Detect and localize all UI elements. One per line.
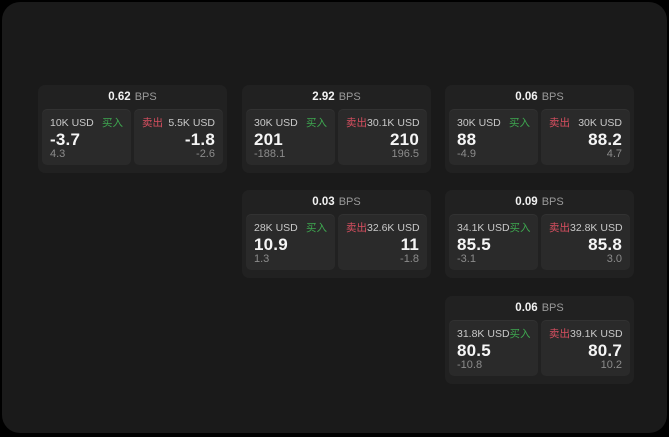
buy-side-tag: 买入: [509, 117, 530, 129]
bps-value: 0.06: [515, 302, 538, 314]
sell-panel[interactable]: 卖出 32.8K USD 85.8 3.0: [541, 214, 630, 270]
bps-unit-label: BPS: [541, 91, 564, 103]
quote-panels: 10K USD 买入 -3.7 4.3 卖出 5.5K USD -1.8 -2.…: [38, 109, 227, 169]
quote-panels: 30K USD 买入 88 -4.9 卖出 30K USD 88.2 4.7: [445, 109, 634, 169]
sell-size-label: 30K USD: [578, 116, 622, 129]
buy-price: 201: [254, 130, 283, 149]
sell-panel[interactable]: 卖出 32.6K USD 11 -1.8: [338, 214, 427, 270]
sell-price: 80.7: [588, 341, 622, 360]
bps-value: 2.92: [312, 91, 335, 103]
sell-price: 88.2: [588, 130, 622, 149]
buy-change: -188.1: [254, 148, 286, 160]
sell-panel[interactable]: 卖出 30K USD 88.2 4.7: [541, 109, 630, 165]
buy-change: -3.1: [457, 253, 476, 265]
bps-card: 2.92 BPS 30K USD 买入 201 -188.1 卖出 30.1K …: [242, 85, 431, 173]
sell-size-label: 32.8K USD: [570, 221, 623, 234]
sell-panel[interactable]: 卖出 5.5K USD -1.8 -2.6: [134, 109, 223, 165]
sell-price: -1.8: [184, 130, 215, 149]
sell-size-label: 30.1K USD: [367, 116, 420, 129]
buy-price: 10.9: [254, 235, 288, 254]
bps-unit-label: BPS: [338, 196, 361, 208]
sell-panel[interactable]: 卖出 39.1K USD 80.7 10.2: [541, 320, 630, 376]
buy-change: 1.3: [254, 253, 270, 265]
sell-change: 3.0: [606, 253, 622, 265]
sell-change: 4.7: [606, 148, 622, 160]
buy-change: -10.8: [457, 359, 483, 371]
buy-size-label: 30K USD: [457, 116, 501, 129]
bps-unit-label: BPS: [541, 196, 564, 208]
quote-panels: 34.1K USD 买入 85.5 -3.1 卖出 32.8K USD 85.8…: [445, 214, 634, 274]
bps-card: 0.03 BPS 28K USD 买入 10.9 1.3 卖出 32.6K US…: [242, 190, 431, 278]
sell-change: -1.8: [400, 253, 419, 265]
bps-card: 0.06 BPS 31.8K USD 买入 80.5 -10.8 卖出 39.1…: [445, 296, 634, 384]
sell-side-tag: 卖出: [549, 117, 570, 129]
quote-panels: 31.8K USD 买入 80.5 -10.8 卖出 39.1K USD 80.…: [445, 320, 634, 380]
bps-value: 0.09: [515, 196, 538, 208]
buy-size-label: 28K USD: [254, 221, 298, 234]
buy-change: -4.9: [457, 148, 476, 160]
bps-unit-label: BPS: [338, 91, 361, 103]
sell-size-label: 39.1K USD: [570, 327, 623, 340]
buy-panel[interactable]: 31.8K USD 买入 80.5 -10.8: [449, 320, 538, 376]
sell-side-tag: 卖出: [549, 222, 570, 234]
card-header: 2.92 BPS: [242, 85, 431, 109]
sell-price: 11: [400, 235, 419, 254]
buy-price: 88: [457, 130, 477, 149]
sell-side-tag: 卖出: [346, 117, 367, 129]
card-header: 0.09 BPS: [445, 190, 634, 214]
quote-panels: 30K USD 买入 201 -188.1 卖出 30.1K USD 210 1…: [242, 109, 431, 169]
sell-side-tag: 卖出: [142, 117, 163, 129]
buy-price: 85.5: [457, 235, 491, 254]
buy-side-tag: 买入: [102, 117, 123, 129]
quote-panels: 28K USD 买入 10.9 1.3 卖出 32.6K USD 11 -1.8: [242, 214, 431, 274]
sell-change: -2.6: [196, 148, 215, 160]
sell-change: 196.5: [391, 148, 419, 160]
bps-value: 0.03: [312, 196, 335, 208]
bps-value: 0.62: [108, 91, 131, 103]
buy-panel[interactable]: 10K USD 买入 -3.7 4.3: [42, 109, 131, 165]
bps-value: 0.06: [515, 91, 538, 103]
card-header: 0.06 BPS: [445, 296, 634, 320]
bps-unit-label: BPS: [134, 91, 157, 103]
card-header: 0.03 BPS: [242, 190, 431, 214]
buy-size-label: 31.8K USD: [457, 327, 510, 340]
buy-side-tag: 买入: [509, 328, 531, 340]
buy-size-label: 34.1K USD: [457, 221, 510, 234]
buy-side-tag: 买入: [306, 222, 327, 234]
sell-price: 85.8: [588, 235, 622, 254]
sell-side-tag: 卖出: [346, 222, 367, 234]
sell-price: 210: [390, 130, 419, 149]
buy-panel[interactable]: 30K USD 买入 88 -4.9: [449, 109, 538, 165]
buy-panel[interactable]: 28K USD 买入 10.9 1.3: [246, 214, 335, 270]
buy-side-tag: 买入: [306, 117, 327, 129]
buy-price: 80.5: [457, 341, 491, 360]
card-header: 0.62 BPS: [38, 85, 227, 109]
buy-size-label: 30K USD: [254, 116, 298, 129]
sell-change: 10.2: [600, 359, 622, 371]
buy-side-tag: 买入: [509, 222, 531, 234]
sell-panel[interactable]: 卖出 30.1K USD 210 196.5: [338, 109, 427, 165]
bps-unit-label: BPS: [541, 302, 564, 314]
buy-change: 4.3: [50, 148, 66, 160]
sell-side-tag: 卖出: [549, 328, 570, 340]
buy-panel[interactable]: 34.1K USD 买入 85.5 -3.1: [449, 214, 538, 270]
buy-size-label: 10K USD: [50, 116, 94, 129]
bps-card: 0.06 BPS 30K USD 买入 88 -4.9 卖出 30K USD 8…: [445, 85, 634, 173]
bps-card: 0.62 BPS 10K USD 买入 -3.7 4.3 卖出 5.5K USD…: [38, 85, 227, 173]
sell-size-label: 32.6K USD: [367, 221, 420, 234]
buy-panel[interactable]: 30K USD 买入 201 -188.1: [246, 109, 335, 165]
buy-price: -3.7: [50, 130, 81, 149]
bps-card: 0.09 BPS 34.1K USD 买入 85.5 -3.1 卖出 32.8K…: [445, 190, 634, 278]
card-header: 0.06 BPS: [445, 85, 634, 109]
sell-size-label: 5.5K USD: [168, 116, 215, 129]
